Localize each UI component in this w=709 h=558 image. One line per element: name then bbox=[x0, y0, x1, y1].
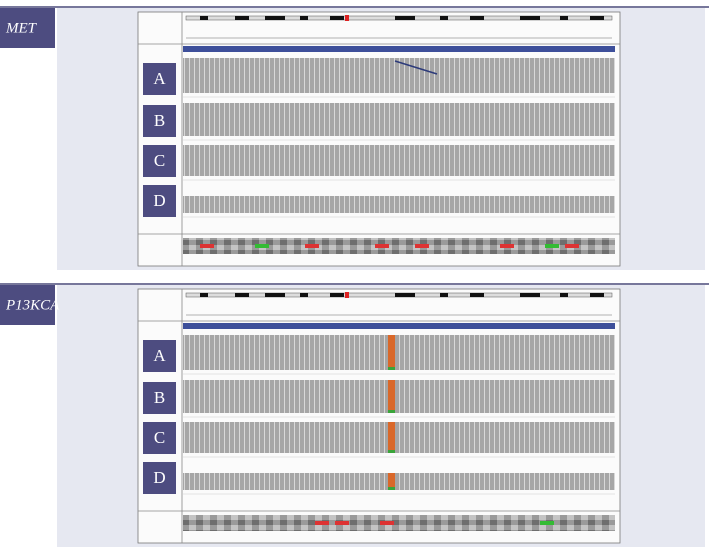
ideogram-band bbox=[470, 16, 484, 20]
track-letter-box bbox=[143, 63, 176, 95]
ideogram-marker bbox=[345, 15, 349, 21]
sequence-mark bbox=[545, 244, 559, 248]
ideogram-band bbox=[470, 293, 484, 297]
ideogram-band bbox=[235, 16, 249, 20]
variant bbox=[388, 380, 395, 413]
sequence-mark bbox=[540, 521, 554, 525]
panel: MET A B C D bbox=[0, 6, 709, 270]
track-letter-box bbox=[143, 422, 176, 454]
ideogram-band bbox=[440, 293, 448, 297]
screenshot bbox=[137, 288, 621, 544]
ideogram-band bbox=[590, 16, 604, 20]
variant bbox=[388, 422, 395, 453]
sequence-mark bbox=[565, 244, 579, 248]
ideogram-band bbox=[265, 293, 285, 297]
sequence-mark bbox=[415, 244, 429, 248]
ideogram-band bbox=[560, 16, 568, 20]
ideogram-band bbox=[265, 16, 285, 20]
coverage bbox=[183, 422, 615, 453]
panel: P13KCA A B C D bbox=[0, 283, 709, 547]
coverage bbox=[183, 196, 615, 213]
coverage bbox=[183, 58, 615, 93]
coverage bbox=[183, 335, 615, 370]
track-letter: C bbox=[154, 151, 165, 170]
ideogram-band bbox=[395, 293, 415, 297]
sequence-mark bbox=[315, 521, 329, 525]
track-letter-box bbox=[143, 105, 176, 137]
variant-alt bbox=[388, 367, 395, 370]
track-letter-box bbox=[143, 382, 176, 414]
ideogram-band bbox=[300, 16, 308, 20]
track-letter: B bbox=[154, 111, 165, 130]
track-letter: B bbox=[154, 388, 165, 407]
screenshot bbox=[137, 11, 621, 267]
ideogram-band bbox=[440, 16, 448, 20]
coverage bbox=[183, 380, 615, 413]
coverage bbox=[183, 145, 615, 176]
track-letter: A bbox=[153, 346, 166, 365]
gene-band bbox=[183, 46, 615, 52]
variant-alt bbox=[388, 450, 395, 453]
gene-band bbox=[183, 323, 615, 329]
sequence bbox=[183, 238, 615, 254]
sequence-mark bbox=[255, 244, 269, 248]
ideogram-band bbox=[200, 16, 208, 20]
gene-label: MET bbox=[5, 20, 38, 36]
sequence bbox=[183, 515, 615, 531]
ideogram-band bbox=[330, 16, 344, 20]
variant-alt bbox=[388, 487, 395, 490]
track-letter: C bbox=[154, 428, 165, 447]
track-letter: D bbox=[153, 191, 165, 210]
track-letter-box bbox=[143, 340, 176, 372]
ideogram-band bbox=[560, 293, 568, 297]
variant-alt bbox=[388, 410, 395, 413]
ideogram-band bbox=[395, 16, 415, 20]
coverage bbox=[183, 103, 615, 136]
sequence-mark bbox=[500, 244, 514, 248]
track-letter-box bbox=[143, 185, 176, 217]
gene-label-box bbox=[0, 285, 55, 325]
ideogram-band bbox=[590, 293, 604, 297]
arrow bbox=[394, 60, 438, 75]
variant bbox=[388, 473, 395, 490]
track-letter: D bbox=[153, 468, 165, 487]
gene-label-box bbox=[0, 8, 55, 48]
ideogram-band bbox=[520, 293, 540, 297]
sequence-mark bbox=[380, 521, 394, 525]
coverage bbox=[183, 473, 615, 490]
ideogram-band bbox=[300, 293, 308, 297]
track-letter-box bbox=[143, 145, 176, 177]
ideogram-band bbox=[330, 293, 344, 297]
track-letter-box bbox=[143, 462, 176, 494]
sequence-mark bbox=[200, 244, 214, 248]
gene-label: P13KCA bbox=[5, 297, 60, 313]
variant bbox=[388, 335, 395, 370]
track-letter: A bbox=[153, 69, 166, 88]
ideogram-band bbox=[200, 293, 208, 297]
ideogram-marker bbox=[345, 292, 349, 298]
ideogram-band bbox=[520, 16, 540, 20]
sequence-mark bbox=[335, 521, 349, 525]
ideogram-band bbox=[235, 293, 249, 297]
sequence-mark bbox=[305, 244, 319, 248]
sequence-mark bbox=[375, 244, 389, 248]
